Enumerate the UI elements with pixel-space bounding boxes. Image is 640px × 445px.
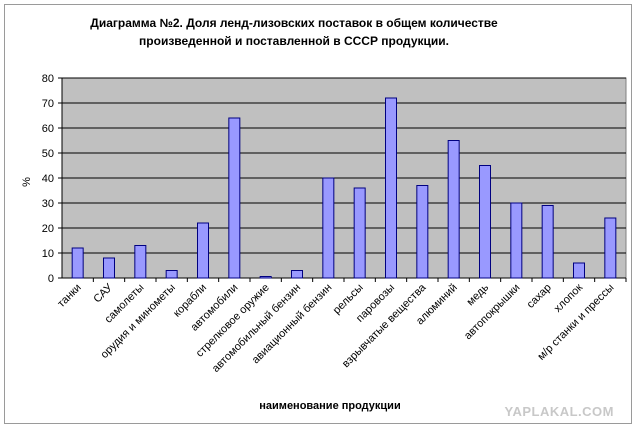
bar-14 bbox=[510, 202, 523, 279]
x-axis-title: наименование продукции bbox=[259, 400, 400, 412]
y-axis-title: % bbox=[21, 177, 33, 187]
y-tick-label-30: 30 bbox=[42, 198, 54, 210]
bar-4 bbox=[197, 222, 209, 279]
x-tick-label-1: САУ bbox=[91, 281, 115, 305]
chart-title-line-2: произведенной и поставленной в СССР прод… bbox=[139, 34, 449, 48]
y-tick-label-40: 40 bbox=[42, 173, 54, 185]
bar-12 bbox=[447, 140, 460, 279]
x-tick-label-13: медь bbox=[465, 281, 492, 308]
watermark-logo: YAPLAKAL.COM bbox=[504, 404, 614, 419]
bar-1 bbox=[103, 257, 115, 279]
bar-13 bbox=[479, 165, 491, 279]
y-tick-label-0: 0 bbox=[48, 273, 54, 285]
bar-7 bbox=[291, 270, 303, 279]
bar-11 bbox=[416, 185, 429, 279]
bar-6 bbox=[259, 276, 272, 279]
bar-17 bbox=[604, 217, 617, 279]
bar-8 bbox=[322, 177, 335, 279]
y-tick-label-20: 20 bbox=[42, 223, 54, 235]
y-tick-label-60: 60 bbox=[42, 123, 54, 135]
x-tick-label-14: автопокрышки bbox=[462, 282, 522, 342]
x-tick-label-0: танки bbox=[55, 282, 83, 310]
y-tick-label-10: 10 bbox=[42, 248, 54, 260]
chart-title-line-1: Диаграмма №2. Доля ленд-лизовских постав… bbox=[90, 16, 498, 30]
bar-16 bbox=[573, 262, 585, 279]
bar-9 bbox=[353, 187, 366, 279]
bar-0 bbox=[71, 247, 84, 279]
y-tick-label-50: 50 bbox=[42, 148, 54, 160]
bar-10 bbox=[385, 97, 397, 279]
bar-2 bbox=[134, 245, 147, 279]
bar-15 bbox=[541, 205, 554, 279]
x-tick-label-15: сахар bbox=[525, 282, 554, 311]
bar-5 bbox=[228, 117, 241, 279]
bar-3 bbox=[165, 270, 178, 279]
y-tick-label-80: 80 bbox=[42, 73, 54, 85]
y-tick-label-70: 70 bbox=[42, 98, 54, 110]
